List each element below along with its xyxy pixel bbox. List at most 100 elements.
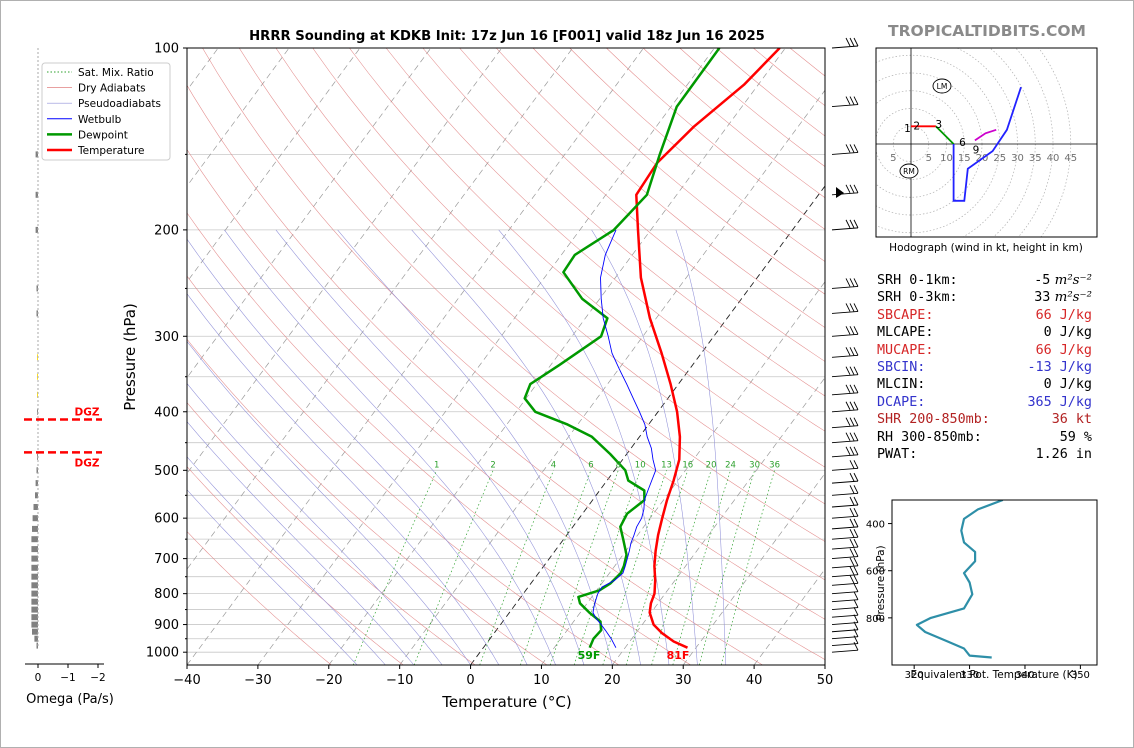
stat-row: MUCAPE: 66 J/kg [877,342,1092,359]
skewt-xtick-label: 40 [746,673,763,688]
wind-barb-flag [853,144,859,153]
wind-barb-flag [845,366,851,375]
omega-bar [36,642,38,649]
wetbulb-profile [592,229,657,648]
wind-barb-flag [853,507,859,517]
legend-label: Wetbulb [78,114,122,126]
omega-bar [35,226,38,233]
wind-barb [831,649,859,653]
mixing-ratio-line [672,470,731,665]
wind-barb-flag [849,417,855,426]
stat-row: DCAPE: 365 J/kg [877,394,1092,411]
omega-bar [31,582,38,589]
isotherm-line [612,377,825,665]
stat-label: SRH 0-3km: [877,290,958,306]
wind-barb [831,629,859,633]
dry-adiabat [187,338,548,665]
stat-row: RH 300-850mb: 59 % [877,429,1092,446]
skewt-ytick-label: 600 [154,512,179,527]
stat-value-group: 36 kt [1052,411,1092,428]
wind-barb [831,480,859,484]
dry-adiabat [459,48,825,362]
skewt-plot-frame [186,47,826,666]
dry-adiabat [275,48,825,542]
wind-barb-flag [849,548,855,557]
wind-barb [831,556,859,560]
wind-barb-flag [853,303,859,312]
chart-title: HRRR Sounding at KDKB Init: 17z Jun 16 [… [249,29,765,44]
wind-barb [831,409,859,413]
dewpoint-profile [523,48,721,649]
stat-value-group: 66 J/kg [1036,342,1092,359]
mixing-ratio-line [549,470,619,665]
hodograph-ring-label: 5 [890,153,896,164]
skewt-xtick-label: 20 [604,673,621,688]
pseudoadiabat [498,229,670,665]
dry-adiabat [187,84,825,660]
mixing-ratio-line [520,470,592,665]
legend-label: Pseudoadiabats [78,98,161,110]
wind-barb [831,45,859,49]
mixing-ratio-label: 2 [490,460,495,470]
wind-barb-flag [853,347,859,356]
hodograph-ring-label: 35 [1029,153,1042,164]
stat-value-group: -5 m²s⁻² [1034,272,1092,289]
stat-unit: m²s⁻² [1050,290,1092,306]
skewt-ytick-label: 100 [154,42,179,57]
isotherm-line [399,89,825,665]
wind-barb-flag [845,96,851,105]
stat-label: RH 300-850mb: [877,429,982,445]
theta-e-ytick-label: 600 [866,567,885,578]
wind-barb-flag [849,460,855,469]
wind-barb-flag [853,518,859,528]
wind-barb-flag [849,401,855,410]
wind-barb [831,526,859,530]
hodograph-ring-label: 30 [1011,153,1024,164]
wind-barb-flag [849,432,855,441]
legend-box [41,62,171,161]
wind-barb-flag [849,37,855,47]
theta-e-ytick-label: 400 [866,520,885,531]
wind-barb-flag [845,347,851,356]
omega-bar [32,515,38,522]
theta-e-xtick-label: 350 [1071,670,1090,681]
omega-bar [36,285,38,292]
wind-barb-flag [853,575,859,584]
omega-bar [32,525,38,532]
wind-barb-flag [853,326,859,335]
stat-value: 33 [1034,290,1051,306]
wind-barb-flag [849,384,855,394]
wind-barb [831,515,859,519]
wind-barb-flag [853,583,859,592]
wind-barb-flag [853,184,859,194]
wind-barb-flag [849,538,855,548]
legend-label: Dewpoint [78,129,128,141]
stat-label: SRH 0-1km: [877,273,958,288]
stat-label: DCAPE: [877,394,926,410]
omega-bar [33,504,38,510]
isotherm-line [257,48,715,665]
stat-value: 0 J/kg [1043,377,1092,393]
skewt-xtick-label: −30 [244,673,271,688]
stat-value: 59 % [1059,429,1092,445]
stat-value: 66 J/kg [1035,342,1092,358]
stat-value: 36 kt [1051,412,1092,428]
wind-barb-flag [845,326,851,335]
wind-barb-flag [849,446,855,456]
pseudoadiabat [187,456,386,665]
wind-barb [831,192,859,196]
dry-adiabat [312,48,825,505]
zero-isotherm [470,185,825,665]
wind-barb-flag [853,614,859,623]
wind-barb-pennant [836,187,844,198]
omega-bar [34,635,38,642]
mixing-ratio-line [479,470,554,665]
stat-value-group: 33 m²s⁻² [1034,289,1092,306]
pseudoadiabat [224,229,556,665]
wind-barb [831,425,859,429]
stat-row: MLCIN: 0 J/kg [877,376,1092,393]
theta-e-xtick-label: 330 [960,670,979,681]
wind-barb-flag [853,432,859,441]
stat-value-group: 59 % [1060,429,1092,446]
wind-barb-flag [853,566,859,575]
